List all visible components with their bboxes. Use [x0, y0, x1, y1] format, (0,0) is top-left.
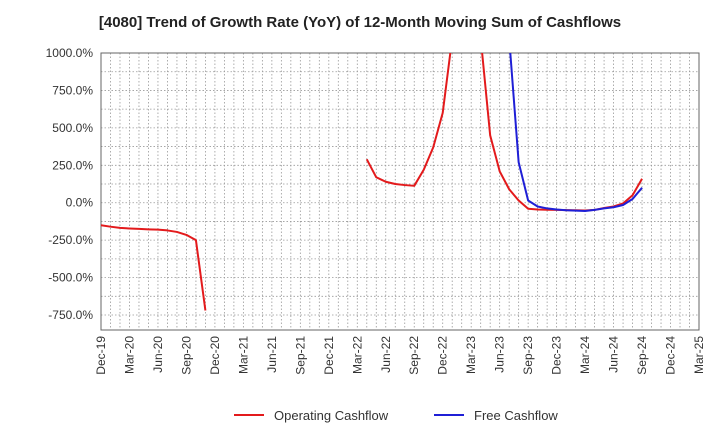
x-tick-label: Dec-22: [436, 336, 450, 375]
x-tick-label: Dec-20: [208, 336, 222, 375]
x-tick-label: Mar-21: [236, 336, 250, 374]
y-tick-label: -500.0%: [48, 271, 93, 285]
chart-title: [4080] Trend of Growth Rate (YoY) of 12-…: [98, 14, 622, 31]
series-line-operating-cashflow: [101, 53, 643, 311]
legend-label: Free Cashflow: [474, 408, 558, 423]
x-axis: Dec-19 Mar-20 Jun-20 Sep-20 Dec-20 Mar-21 Jun-…: [94, 336, 706, 375]
x-tick-label: Jun-24: [607, 336, 621, 373]
y-tick-label: 1000.0%: [46, 46, 94, 60]
y-tick-label: 250.0%: [52, 158, 93, 172]
x-tick-label: Sep-21: [293, 336, 307, 375]
legend: Operating Cashflow Free Cashflow: [234, 408, 558, 423]
y-axis: 1000.0% 750.0% 500.0% 250.0% 0.0% -250.0% -500…: [46, 46, 94, 322]
x-tick-label: Sep-23: [521, 336, 535, 375]
series-lines: [101, 53, 643, 311]
x-tick-label: Sep-24: [635, 336, 649, 375]
series-line-free-cashflow: [509, 53, 643, 212]
x-tick-label: Dec-24: [664, 336, 678, 375]
x-tick-label: Mar-20: [122, 336, 136, 374]
x-tick-label: Dec-19: [94, 336, 108, 375]
x-tick-label: Mar-25: [692, 336, 706, 374]
x-tick-label: Jun-22: [379, 336, 393, 373]
x-tick-label: Sep-20: [179, 336, 193, 375]
x-tick-label: Dec-23: [550, 336, 564, 375]
x-tick-label: Mar-24: [578, 336, 592, 374]
grid: [101, 53, 699, 330]
x-tick-label: Sep-22: [407, 336, 421, 375]
legend-label: Operating Cashflow: [274, 408, 389, 423]
y-tick-label: -250.0%: [48, 233, 93, 247]
x-tick-label: Dec-21: [322, 336, 336, 375]
x-tick-label: Jun-20: [151, 336, 165, 373]
y-tick-label: 0.0%: [66, 196, 94, 210]
y-tick-label: 500.0%: [52, 121, 93, 135]
x-tick-label: Jun-21: [265, 336, 279, 373]
x-tick-label: Jun-23: [493, 336, 507, 373]
x-tick-label: Mar-22: [350, 336, 364, 374]
y-tick-label: -750.0%: [48, 308, 93, 322]
y-tick-label: 750.0%: [52, 83, 93, 97]
x-tick-label: Mar-23: [464, 336, 478, 374]
plot-area-border: [100, 52, 700, 331]
